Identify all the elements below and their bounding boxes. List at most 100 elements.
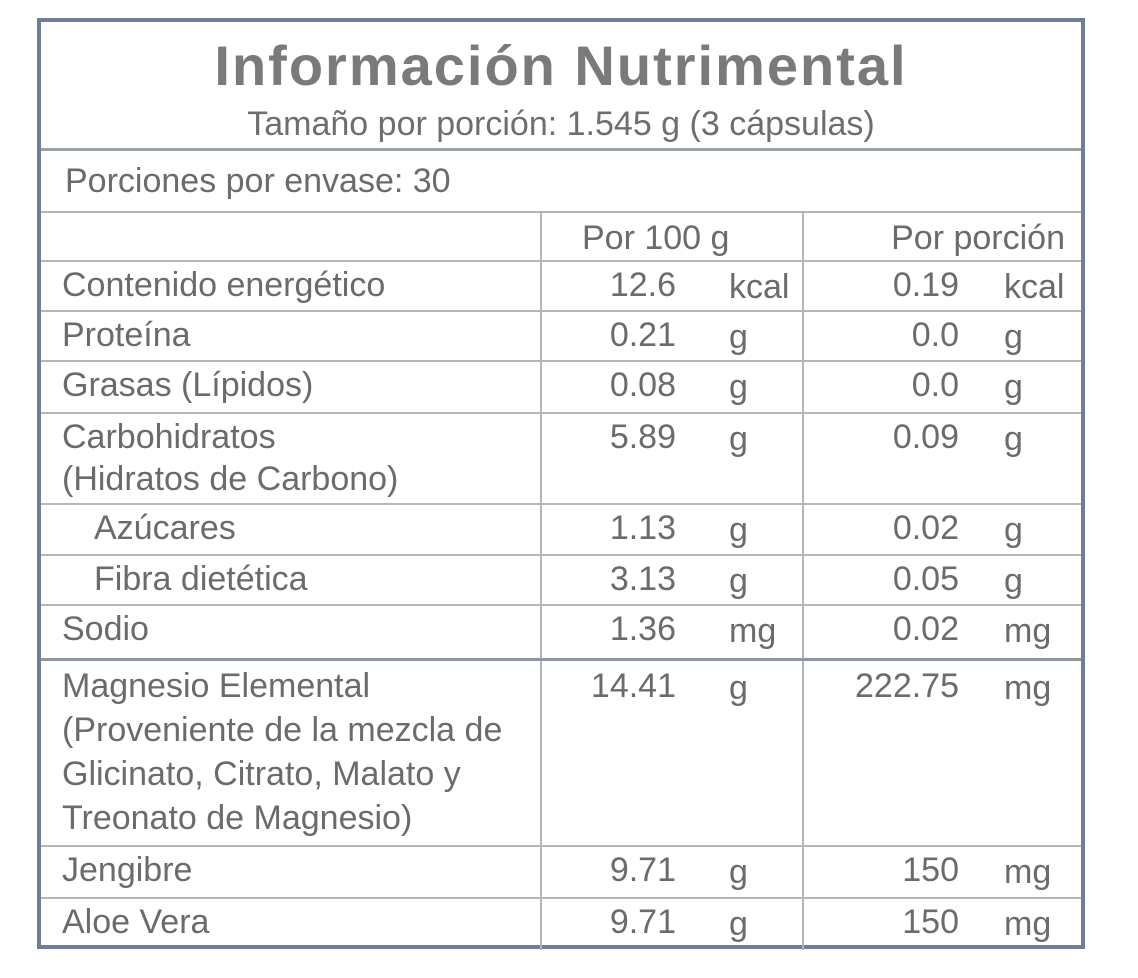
row-per-100g-cell: 0.08 g	[542, 362, 804, 412]
unit-per-100g: g	[729, 669, 748, 707]
row-per-serving-cell: 222.75 mg	[804, 661, 1085, 845]
table-row: Fibra dietética 3.13 g 0.05 g	[41, 556, 1081, 606]
unit-per-100g: g	[729, 905, 748, 943]
unit-per-serving: g	[1004, 562, 1023, 600]
value-per-100g: 0.21	[609, 316, 676, 354]
row-per-100g-cell: 14.41 g	[542, 661, 804, 845]
servings-per-container: Porciones por envase: 30	[65, 162, 451, 200]
row-per-100g-cell: 9.71 g	[542, 847, 804, 897]
column-header-per-100g: Por 100 g	[582, 219, 730, 257]
value-per-100g: 0.08	[609, 366, 676, 404]
row-per-serving-cell: 0.0 g	[804, 312, 1085, 360]
row-per-serving-cell: 0.19 kcal	[804, 262, 1085, 310]
unit-per-100g: g	[729, 511, 748, 549]
table-row: Grasas (Lípidos) 0.08 g 0.0 g	[41, 362, 1081, 414]
unit-per-100g: g	[729, 562, 748, 600]
row-per-serving-cell: 0.05 g	[804, 556, 1085, 604]
value-per-100g: 3.13	[609, 560, 676, 598]
row-per-serving-cell: 0.0 g	[804, 362, 1085, 412]
unit-per-100g: g	[729, 853, 748, 891]
value-per-serving: 0.02	[892, 509, 959, 547]
value-per-serving: 150	[902, 851, 959, 889]
table-row: Magnesio Elemental (Proveniente de la me…	[41, 661, 1081, 847]
unit-per-serving: mg	[1004, 612, 1052, 650]
value-per-serving: 0.0	[911, 366, 959, 404]
unit-per-100g: mg	[729, 612, 777, 650]
nutrition-header: Información Nutrimental Tamaño por porci…	[41, 22, 1081, 151]
table-row: Azúcares 1.13 g 0.02 g	[41, 505, 1081, 556]
nutrient-name: Jengibre	[62, 851, 193, 889]
row-per-serving-cell: 150 mg	[804, 847, 1085, 897]
column-header-row: Por 100 g Por porción	[41, 213, 1081, 262]
row-per-serving-cell: 150 mg	[804, 899, 1085, 950]
table-row: Contenido energético 12.6 kcal 0.19 kcal	[41, 262, 1081, 312]
row-name-cell: Azúcares	[41, 505, 542, 554]
table-row: Carbohidratos (Hidratos de Carbono) 5.89…	[41, 414, 1081, 505]
nutrient-name: Contenido energético	[62, 266, 386, 304]
nutrient-name: Fibra dietética	[94, 560, 308, 598]
table-row: Aloe Vera 9.71 g 150 mg	[41, 899, 1081, 950]
unit-per-serving: mg	[1004, 853, 1052, 891]
nutrient-name: Magnesio Elemental	[62, 667, 371, 705]
nutrition-title: Información Nutrimental	[214, 34, 908, 97]
nutrient-name-line-2: (Hidratos de Carbono)	[62, 460, 399, 498]
unit-per-serving: g	[1004, 420, 1023, 458]
row-name-cell: Sodio	[41, 606, 542, 658]
row-name-cell: Proteína	[41, 312, 542, 360]
unit-per-100g: g	[729, 318, 748, 356]
value-per-100g: 9.71	[609, 903, 676, 941]
servings-per-container-row: Porciones por envase: 30	[41, 151, 1081, 213]
row-name-cell: Jengibre	[41, 847, 542, 897]
row-name-cell: Fibra dietética	[41, 556, 542, 604]
nutrition-table: Por 100 g Por porción Contenido energéti…	[41, 213, 1081, 950]
value-per-serving: 0.19	[892, 266, 959, 304]
nutrient-name: Proteína	[62, 316, 191, 354]
header-name-cell	[41, 213, 542, 260]
value-per-serving: 0.05	[892, 560, 959, 598]
value-per-100g: 5.89	[609, 418, 676, 456]
nutrient-name: Sodio	[62, 610, 149, 648]
row-name-cell: Aloe Vera	[41, 899, 542, 950]
value-per-100g: 9.71	[609, 851, 676, 889]
nutrient-name-line-3: Glicinato, Citrato, Malato y	[62, 755, 461, 793]
unit-per-100g: kcal	[729, 268, 790, 306]
table-row: Proteína 0.21 g 0.0 g	[41, 312, 1081, 362]
row-per-100g-cell: 12.6 kcal	[542, 262, 804, 310]
row-per-100g-cell: 1.13 g	[542, 505, 804, 554]
unit-per-serving: mg	[1004, 905, 1052, 943]
row-name-cell: Carbohidratos (Hidratos de Carbono)	[41, 414, 542, 503]
row-name-cell: Contenido energético	[41, 262, 542, 310]
row-per-serving-cell: 0.02 mg	[804, 606, 1085, 658]
value-per-serving: 150	[902, 903, 959, 941]
row-per-serving-cell: 0.09 g	[804, 414, 1085, 503]
row-per-100g-cell: 3.13 g	[542, 556, 804, 604]
value-per-serving: 0.09	[892, 418, 959, 456]
unit-per-serving: g	[1004, 368, 1023, 406]
unit-per-serving: mg	[1004, 669, 1052, 707]
row-per-100g-cell: 9.71 g	[542, 899, 804, 950]
value-per-serving: 0.02	[892, 610, 959, 648]
row-per-100g-cell: 1.36 mg	[542, 606, 804, 658]
row-per-100g-cell: 0.21 g	[542, 312, 804, 360]
header-per-serving-cell: Por porción	[804, 213, 1085, 260]
column-header-per-serving: Por porción	[891, 219, 1065, 257]
unit-per-serving: g	[1004, 511, 1023, 549]
value-per-100g: 12.6	[609, 266, 676, 304]
value-per-100g: 1.36	[609, 610, 676, 648]
nutrient-name-line-4: Treonato de Magnesio)	[62, 799, 413, 837]
nutrition-facts-panel: Información Nutrimental Tamaño por porci…	[37, 18, 1085, 950]
row-name-cell: Grasas (Lípidos)	[41, 362, 542, 412]
row-per-serving-cell: 0.02 g	[804, 505, 1085, 554]
nutrient-name-line-2: (Proveniente de la mezcla de	[62, 711, 503, 749]
unit-per-serving: kcal	[1004, 268, 1065, 306]
row-per-100g-cell: 5.89 g	[542, 414, 804, 503]
table-row: Sodio 1.36 mg 0.02 mg	[41, 606, 1081, 661]
nutrient-name: Carbohidratos	[62, 418, 276, 456]
value-per-serving: 222.75	[855, 667, 959, 705]
value-per-serving: 0.0	[911, 316, 959, 354]
unit-per-100g: g	[729, 368, 748, 406]
value-per-100g: 14.41	[590, 667, 676, 705]
header-per-100g-cell: Por 100 g	[542, 213, 804, 260]
nutrient-name: Grasas (Lípidos)	[62, 366, 314, 404]
unit-per-serving: g	[1004, 318, 1023, 356]
